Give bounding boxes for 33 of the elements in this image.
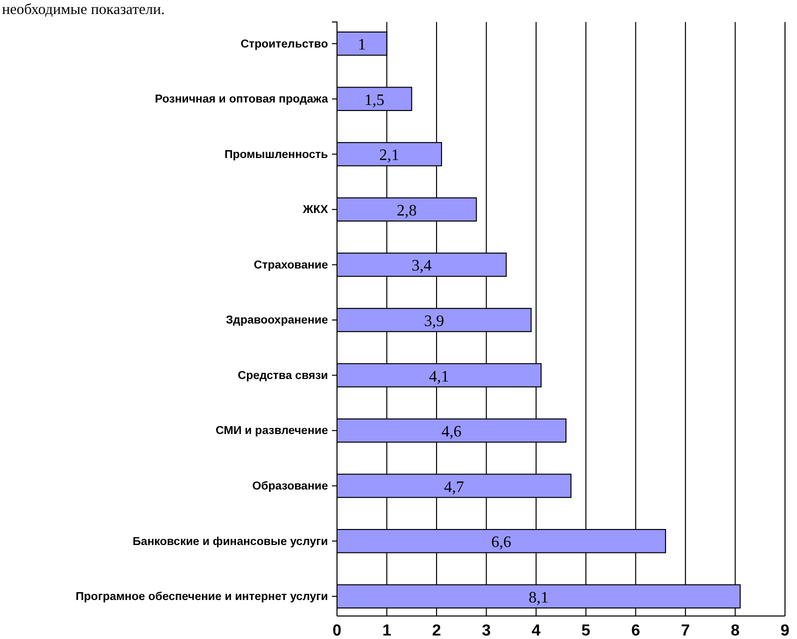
data-label: 2,8 [396,202,417,220]
y-tick-label: Розничная и оптовая продажа [154,94,329,106]
y-tick-label: Образование [252,480,328,492]
x-tick-label: 9 [780,622,790,639]
x-tick-label: 2 [432,622,442,639]
data-label: 4,1 [429,368,450,386]
x-tick-label: 8 [730,622,740,639]
x-tick-label: 7 [680,622,690,639]
y-tick-label: ЖКХ [302,204,328,216]
data-label: 4,6 [441,424,462,441]
data-label: 6,6 [491,534,512,552]
y-tick-label: Промышленность [224,148,328,161]
x-tick-label: 0 [332,622,342,639]
data-label: 1,5 [364,92,384,109]
y-tick-label: Строительство [240,38,328,50]
x-tick-label: 4 [532,622,541,639]
data-label: 1 [358,36,366,54]
data-label: 2,1 [379,147,400,164]
y-tick-label: Средства связи [238,370,328,382]
x-tick-label: 3 [482,622,491,639]
y-tick-label: Здравоохранение [226,314,328,327]
y-tick-label: СМИ и развлечение [216,425,328,438]
y-tick-label: Банковские и финансовые услуги [132,536,328,548]
x-tick-label: 6 [631,622,640,639]
y-tick-label: Програмное обеспечение и интернет услуги [76,591,328,604]
data-label: 8,1 [528,589,549,606]
data-label: 4,7 [444,478,464,496]
data-label: 3,4 [412,258,432,275]
data-label: 3,9 [424,313,444,330]
x-tick-label: 5 [581,622,590,639]
x-tick-label: 1 [382,622,392,639]
y-tick-label: Страхование [254,259,328,272]
text: необходимые показатели. [2,2,165,18]
